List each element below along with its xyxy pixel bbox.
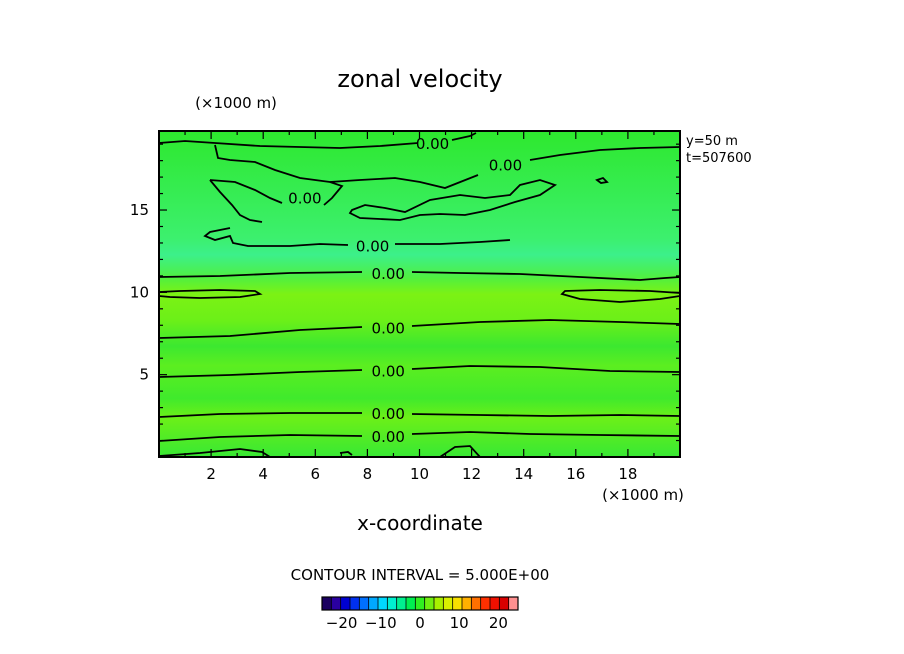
contour-interval-text: CONTOUR INTERVAL = 5.000E+00 [291, 566, 550, 584]
colorbar-swatch [452, 597, 463, 610]
contour-line [411, 431, 680, 437]
y-tick-label: 5 [139, 366, 149, 384]
colorbar-swatch [415, 597, 425, 610]
colorbar: −20 −10 0 10 20 [321, 596, 519, 632]
contour-line [451, 132, 477, 141]
contour-label: 0.00 [416, 135, 449, 153]
colorbar-swatch [471, 597, 481, 610]
contour-label: 0.00 [372, 265, 405, 283]
colorbar-tick-label: 10 [450, 614, 469, 632]
contour-line [411, 365, 680, 373]
colorbar-swatch [480, 597, 491, 610]
contour-line [439, 445, 481, 457]
contour-line [595, 176, 609, 184]
contour-line [159, 271, 363, 278]
contour-lines [159, 132, 680, 457]
x-tick-label: 16 [566, 465, 585, 483]
contour-line [348, 179, 558, 221]
colorbar-tick-label: −10 [365, 614, 397, 632]
contour-line [529, 146, 680, 161]
x-tick-label: 18 [618, 465, 637, 483]
contour-line [159, 412, 362, 418]
colorbar-swatch [396, 597, 407, 610]
contour-line [339, 451, 353, 456]
contour-labels: 0.00 0.00 0.00 0.00 0.00 0.00 0.00 0.00 0.00 [288, 135, 522, 446]
info-time: t=507600 [686, 151, 752, 166]
contour-line [159, 448, 271, 457]
contour-line [159, 140, 419, 149]
x-tick-label: 14 [514, 465, 533, 483]
info-depth: y=50 m [686, 134, 738, 149]
colorbar-swatch [322, 597, 332, 610]
contour-line [411, 319, 680, 327]
y-axis-unit: (×1000 m) [195, 94, 277, 112]
velocity-field [159, 131, 680, 457]
colorbar-swatch [443, 597, 453, 610]
colorbar-swatch [434, 597, 444, 610]
contour-label: 0.00 [372, 405, 405, 423]
x-tick-label: 2 [206, 465, 216, 483]
colorbar-swatch [499, 597, 509, 610]
contour-line [209, 179, 263, 223]
x-axis-label: x-coordinate [357, 511, 483, 535]
contour-line [214, 144, 479, 189]
colorbar-tick-label: 20 [489, 614, 508, 632]
contour-line [159, 434, 363, 442]
contour-line [159, 369, 363, 378]
colorbar-tick-label: 0 [415, 614, 425, 632]
x-tick-label: 4 [258, 465, 268, 483]
colorbar-tick-label: −20 [326, 614, 358, 632]
x-tick-label: 10 [410, 465, 429, 483]
contour-label: 0.00 [356, 237, 389, 255]
colorbar-swatch [406, 597, 416, 610]
contour-line [209, 179, 283, 204]
x-tick-label: 8 [363, 465, 373, 483]
colorbar-swatch [350, 597, 360, 610]
contour-line [323, 181, 344, 206]
colorbar-swatch [508, 597, 519, 610]
colorbar-swatch [462, 597, 472, 610]
chart-title: zonal velocity [337, 65, 502, 93]
x-tick-label: 12 [462, 465, 481, 483]
colorbar-swatch [424, 597, 435, 610]
colorbar-swatch [387, 597, 397, 610]
colorbar-swatch [331, 597, 341, 610]
x-axis-unit: (×1000 m) [602, 486, 684, 504]
contour-line [203, 227, 349, 247]
contour-line [159, 326, 363, 339]
x-tick-label: 6 [311, 465, 321, 483]
colorbar-swatch [378, 597, 388, 610]
contour-label: 0.00 [288, 190, 321, 208]
contour-label: 0.00 [372, 428, 405, 446]
y-tick-label: 10 [130, 283, 149, 301]
contour-label: 0.00 [489, 157, 522, 175]
colorbar-frame [321, 596, 519, 611]
contour-line [411, 271, 680, 281]
contour-line [411, 413, 680, 417]
colorbar-swatch [340, 597, 351, 610]
contour-line [560, 289, 680, 303]
contour-line [395, 239, 511, 245]
y-tick-label: 15 [130, 201, 149, 219]
contour-label: 0.00 [372, 362, 405, 380]
axis-ticks: 2 4 6 8 10 12 14 16 18 5 10 15 [130, 131, 680, 483]
contour-line [159, 289, 263, 299]
colorbar-swatch [359, 597, 369, 610]
colorbar-swatch [490, 597, 500, 610]
colorbar-swatch [368, 597, 379, 610]
contour-label: 0.00 [372, 320, 405, 338]
